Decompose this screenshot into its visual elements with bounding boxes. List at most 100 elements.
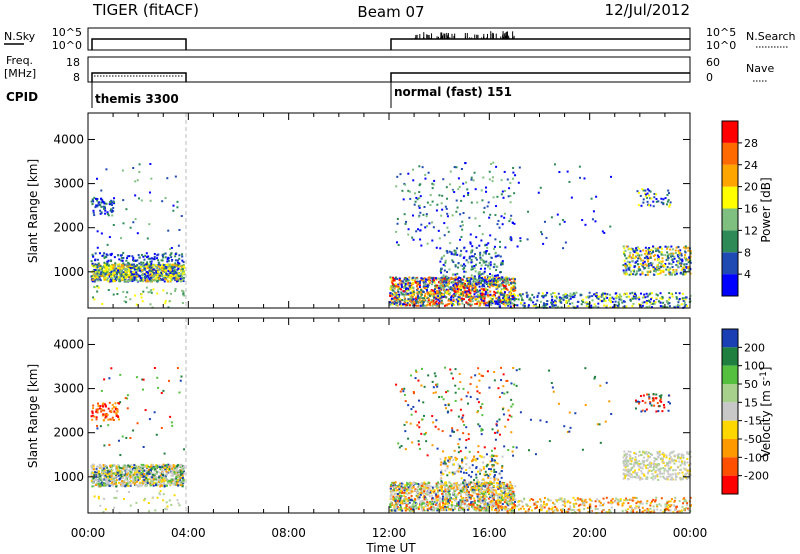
power-cell <box>672 268 675 271</box>
power-cell <box>652 245 655 248</box>
power-cell <box>474 298 477 301</box>
power-cell <box>426 293 429 296</box>
power-cell <box>471 288 474 291</box>
power-cell <box>132 265 135 268</box>
power-cell <box>682 268 685 271</box>
velocity-cell <box>101 409 104 412</box>
power-cell <box>422 213 425 216</box>
power-cell <box>465 301 468 304</box>
velocity-cell <box>130 473 133 476</box>
power-cell <box>506 277 509 280</box>
velocity-cell <box>182 475 185 478</box>
power-cell <box>512 286 515 289</box>
velocity-cell <box>100 465 103 468</box>
power-cell <box>470 274 473 277</box>
velocity-cell <box>122 467 125 470</box>
power-cell <box>96 263 99 266</box>
power-cell <box>592 306 595 309</box>
velocity-cell <box>145 474 148 477</box>
power-cell <box>150 270 153 273</box>
velocity-cell <box>119 481 122 484</box>
velocity-cell <box>179 464 182 467</box>
power-cell <box>399 279 402 282</box>
power-cell <box>467 276 470 279</box>
power-cell <box>419 211 422 214</box>
power-cell <box>514 278 517 281</box>
power-cell <box>456 277 459 280</box>
power-cell <box>550 299 553 302</box>
power-cell <box>140 273 143 276</box>
power-cell <box>477 290 480 293</box>
power-cell <box>506 288 509 291</box>
power-cell <box>527 210 530 213</box>
power-cell <box>429 204 432 207</box>
velocity-cell <box>137 473 140 476</box>
colorbar-tick-label: 8 <box>744 246 751 259</box>
power-cell <box>421 300 424 303</box>
velocity-cell <box>163 484 166 487</box>
power-cell <box>176 200 179 203</box>
velocity-cell <box>91 414 94 417</box>
power-cell <box>597 306 600 309</box>
power-cell <box>94 265 97 268</box>
power-cell <box>465 259 468 262</box>
power-cell <box>655 266 658 269</box>
power-cell <box>431 283 434 286</box>
power-cell <box>180 269 183 272</box>
power-cell <box>503 291 506 294</box>
power-cell <box>423 205 426 208</box>
power-cell <box>495 205 498 208</box>
power-cell <box>670 292 673 295</box>
velocity-cell <box>115 481 118 484</box>
power-cell <box>455 292 458 295</box>
power-cell <box>119 270 122 273</box>
velocity-cell <box>101 471 104 474</box>
power-cell <box>632 297 635 300</box>
power-cell <box>573 293 576 296</box>
velocity-cell <box>90 473 93 476</box>
power-cell <box>680 262 683 265</box>
power-cell <box>635 294 638 297</box>
power-cell <box>546 291 549 294</box>
power-cell <box>178 254 181 257</box>
power-cell <box>419 195 422 198</box>
velocity-cell <box>92 463 95 466</box>
velocity-cell <box>147 465 150 468</box>
power-cell <box>601 294 604 297</box>
power-cell <box>537 306 540 309</box>
power-cell <box>511 222 514 225</box>
power-cell <box>97 277 100 280</box>
velocity-cell <box>168 468 171 471</box>
power-cell <box>453 249 456 252</box>
power-cell <box>91 280 94 283</box>
power-cell <box>459 278 462 281</box>
velocity-cell <box>124 465 127 468</box>
power-cell <box>500 288 503 291</box>
power-cell <box>450 301 453 304</box>
velocity-cell <box>121 473 124 476</box>
power-cell <box>508 278 511 281</box>
velocity-cell <box>103 378 106 381</box>
power-cell <box>647 299 650 302</box>
power-cell <box>553 292 556 295</box>
power-cell <box>477 272 480 275</box>
velocity-cell <box>102 463 105 466</box>
power-cell <box>469 242 472 245</box>
power-cell <box>478 244 481 247</box>
power-cell <box>597 302 600 305</box>
power-cell <box>470 251 473 254</box>
power-cell <box>137 274 140 277</box>
y-tick-label: 2000 <box>53 221 84 235</box>
power-cell <box>104 267 107 270</box>
power-cell <box>636 259 639 262</box>
power-cell <box>642 198 645 201</box>
velocity-cell <box>144 481 147 484</box>
power-cell <box>431 200 434 203</box>
power-cell <box>514 289 517 292</box>
power-cell <box>479 276 482 279</box>
power-cell <box>416 283 419 286</box>
power-cell <box>419 280 422 283</box>
power-cell <box>689 255 692 258</box>
power-cell <box>154 269 157 272</box>
power-cell <box>485 260 488 263</box>
